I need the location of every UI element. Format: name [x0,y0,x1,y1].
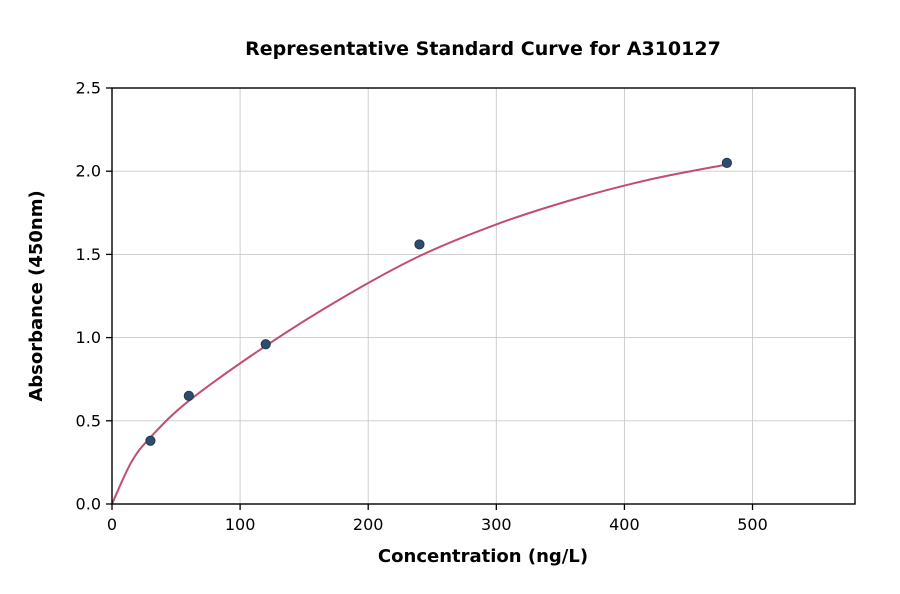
tick-labels-layer: 0 100 200 300 400 500 0.0 0.5 1.0 1.5 2.0 2.5 [76,79,768,535]
y-tick-label: 1.0 [76,328,101,347]
data-point [260,339,271,350]
y-tick-label: 0.5 [76,411,101,430]
data-point [183,390,194,401]
y-tick-label: 2.5 [76,79,101,98]
x-axis-label: Concentration (ng/L) [378,546,588,567]
chart-title: Representative Standard Curve for A31012… [245,38,721,60]
axes-layer [106,87,856,510]
x-tick-label: 500 [737,515,768,534]
y-tick-label: 1.5 [76,245,101,264]
grid-layer [111,87,855,505]
fit-curve-layer [111,163,728,505]
y-tick-label: 2.0 [76,162,101,181]
x-tick-label: 200 [353,515,384,534]
x-tick-label: 400 [609,515,640,534]
x-tick-label: 0 [107,515,117,534]
data-point [414,239,425,250]
x-tick-label: 100 [225,515,256,534]
data-point [721,157,732,168]
fit-curve [111,163,728,505]
y-axis-label: Absorbance (450nm) [26,190,47,401]
plot-border [111,87,856,505]
y-tick-label: 0.0 [76,495,101,514]
x-tick-label: 300 [481,515,512,534]
data-point [145,435,156,446]
data-points-layer [145,157,732,446]
